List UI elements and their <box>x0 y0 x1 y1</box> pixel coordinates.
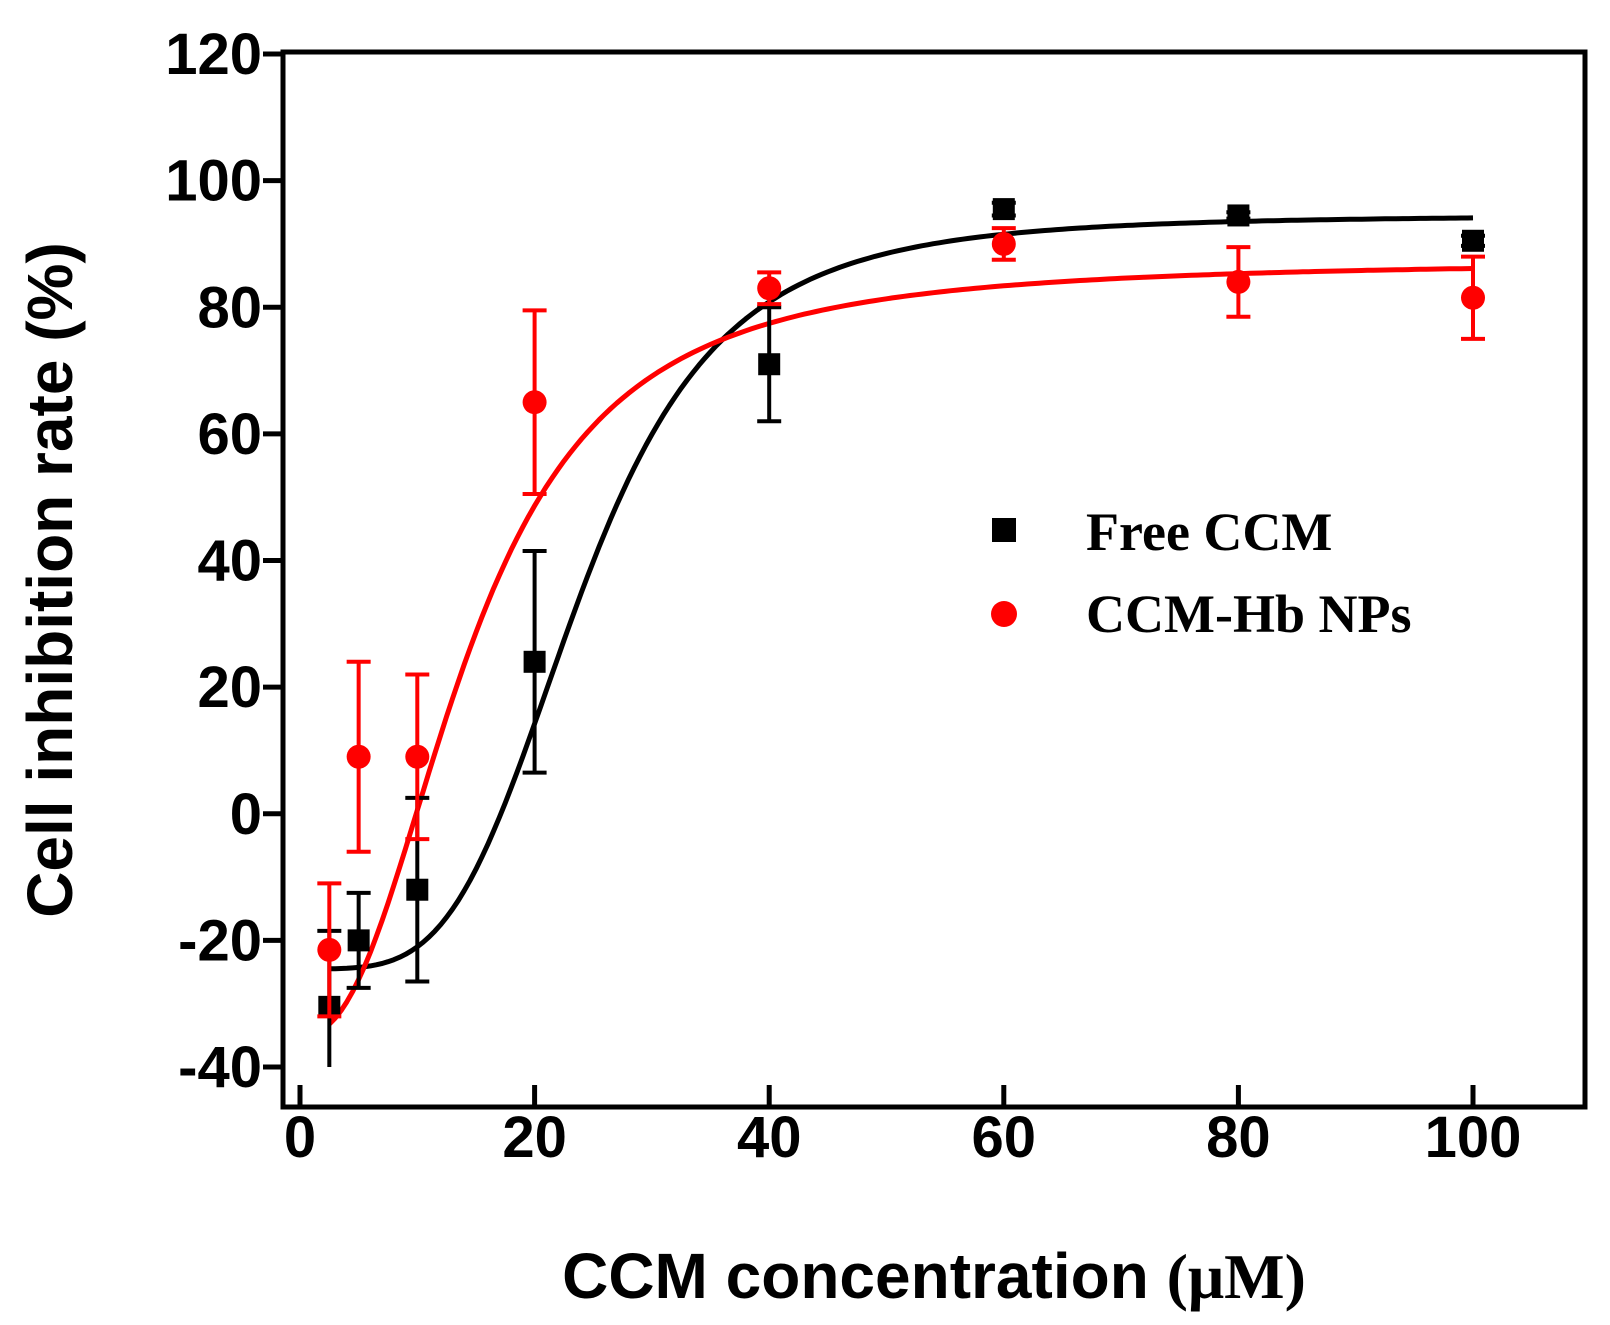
fit-curve-1 <box>327 266 1474 1026</box>
x-tick-label-40: 40 <box>737 1105 802 1170</box>
marker-circle <box>522 390 547 415</box>
fit-curves <box>327 215 1474 1026</box>
y-tick-label-120: 120 <box>165 22 262 87</box>
marker-square <box>1462 229 1484 252</box>
marker-square <box>992 198 1015 221</box>
marker-square <box>758 353 781 376</box>
y-tick-label--20: -20 <box>178 908 262 973</box>
marker-circle <box>1226 269 1251 294</box>
marker-circle <box>757 276 782 301</box>
marker-square <box>523 650 546 673</box>
legend-marker-free-ccm <box>992 518 1016 542</box>
marker-square <box>1227 204 1250 227</box>
marker-circle <box>317 937 342 962</box>
y-tick-label-40: 40 <box>197 529 262 594</box>
y-tick-label-100: 100 <box>165 149 262 214</box>
fit-curve-0 <box>329 215 1474 972</box>
marker-square <box>347 929 370 952</box>
y-tick-label-60: 60 <box>197 402 262 467</box>
marker-circle <box>346 744 371 769</box>
series-0-point-6 <box>1226 204 1251 227</box>
series-0-point-3 <box>522 549 547 775</box>
series-1-point-4 <box>757 270 782 307</box>
series-1-point-3 <box>522 308 547 497</box>
x-axis-title: CCM concentration (μM) <box>562 1240 1306 1312</box>
x-tick-label-20: 20 <box>502 1105 567 1170</box>
series-0-point-5 <box>991 198 1016 221</box>
y-tick-label--40: -40 <box>178 1035 262 1100</box>
marker-circle <box>405 744 430 769</box>
series-1-point-7 <box>1461 254 1485 341</box>
y-tick-label-20: 20 <box>197 655 262 720</box>
series-1-point-1 <box>346 659 371 854</box>
x-tick-label-100: 100 <box>1425 1105 1522 1170</box>
x-tick-label-0: 0 <box>284 1105 316 1170</box>
axis-ticks: 0 20 40 60 80 100 -40 -20 0 20 40 60 80 100 120 <box>165 22 1521 1170</box>
marker-circle <box>991 231 1016 256</box>
x-axis-unit: (μM) <box>1167 1241 1306 1312</box>
legend-label-ccm-hb-nps: CCM-Hb NPs <box>1086 584 1411 644</box>
marker-square <box>406 878 429 901</box>
series-0-point-1 <box>346 890 371 990</box>
x-tick-label-80: 80 <box>1206 1105 1271 1170</box>
legend-marker-ccm-hb-nps <box>991 601 1017 627</box>
plot-frame <box>280 49 1588 1110</box>
series-0-point-4 <box>757 305 782 424</box>
series-1-point-0 <box>317 881 342 1019</box>
series-1-point-6 <box>1226 245 1251 319</box>
y-tick-label-0: 0 <box>230 782 262 847</box>
series-1-point-2 <box>405 672 430 842</box>
series-1-point-5 <box>991 226 1016 262</box>
series-0-point-7 <box>1461 229 1485 252</box>
y-tick-label-80: 80 <box>197 275 262 340</box>
data-points <box>317 198 1485 1067</box>
marker-circle <box>1461 285 1485 310</box>
legend: Free CCM CCM-Hb NPs <box>991 502 1411 644</box>
y-axis-title: Cell inhibition rate (%) <box>14 242 86 918</box>
x-tick-label-60: 60 <box>972 1105 1037 1170</box>
legend-label-free-ccm: Free CCM <box>1086 502 1332 562</box>
